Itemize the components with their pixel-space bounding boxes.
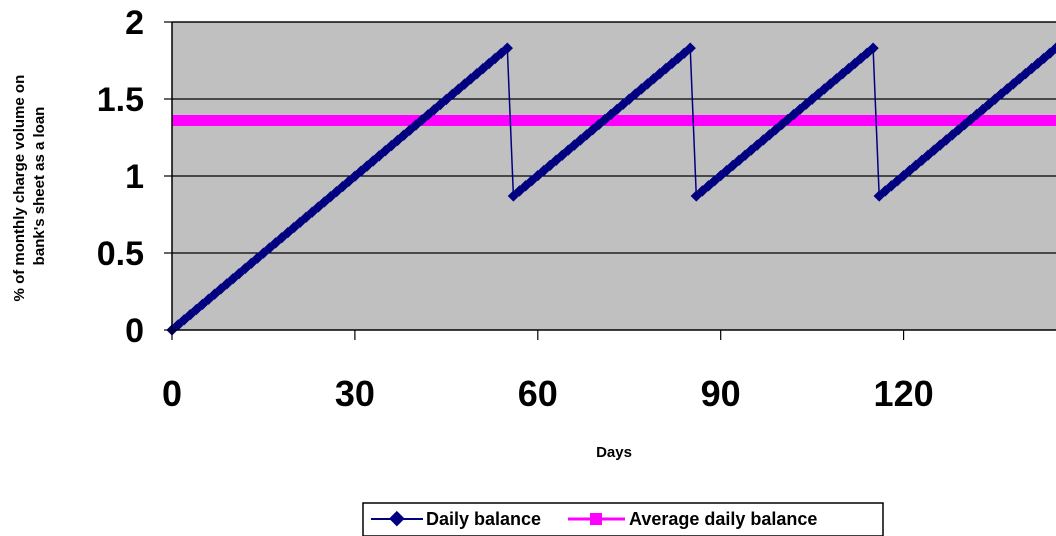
y-axis-title-line-2: bank's sheet as a loan — [31, 107, 48, 266]
legend: Daily balance Average daily balance — [362, 502, 884, 536]
y-axis-title-line-1: % of monthly charge volume on — [11, 75, 28, 302]
x-tick-label: 0 — [162, 373, 182, 414]
y-tick-label: 2 — [125, 4, 144, 42]
x-tick-label: 30 — [335, 373, 375, 414]
y-tick-label: 1.5 — [97, 81, 144, 119]
legend-average-daily-balance-marker — [590, 513, 602, 525]
legend-daily-balance-label: Daily balance — [426, 509, 541, 529]
legend-daily-balance-marker — [389, 510, 405, 527]
y-axis-title: % of monthly charge volume on bank's she… — [11, 71, 48, 302]
x-tick-label: 90 — [701, 373, 741, 414]
legend-average-daily-balance-label: Average daily balance — [629, 509, 817, 529]
daily-balance-point — [501, 42, 513, 54]
y-tick-label: 0 — [125, 312, 144, 350]
x-tick-label: 60 — [518, 373, 558, 414]
daily-balance-point — [867, 42, 879, 54]
daily-balance-point — [1050, 42, 1056, 54]
x-tick-label: 120 — [874, 373, 934, 414]
y-tick-label: 1 — [125, 158, 144, 196]
y-tick-label: 0.5 — [97, 235, 144, 273]
daily-balance-point — [684, 42, 696, 54]
x-axis-title: Days — [596, 444, 632, 461]
